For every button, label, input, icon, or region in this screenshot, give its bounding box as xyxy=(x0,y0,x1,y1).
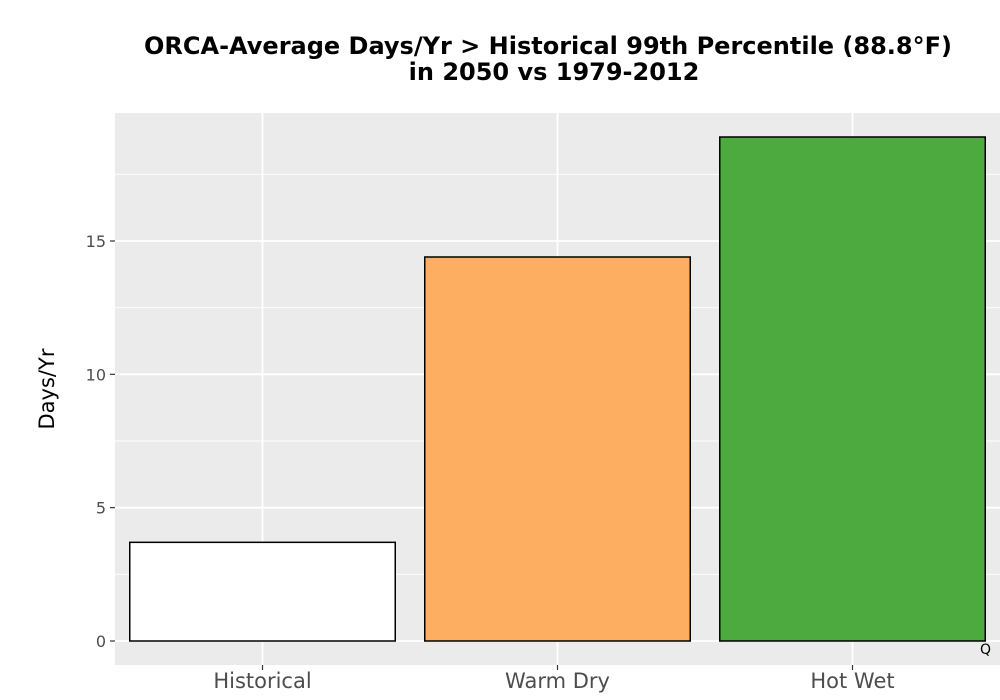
y-tick-label: 0 xyxy=(96,632,106,651)
bar-hot-wet xyxy=(719,136,986,642)
y-tick-label: 5 xyxy=(96,499,106,518)
chart-title-line-2: in 2050 vs 1979-2012 xyxy=(409,58,700,86)
y-axis-title: Days/Yr xyxy=(35,348,59,429)
chart-title: ORCA-Average Days/Yr > Historical 99th P… xyxy=(144,32,952,86)
x-axis: Historical Warm Dry Hot Wet xyxy=(213,665,895,693)
chart-title-line-1: ORCA-Average Days/Yr > Historical 99th P… xyxy=(144,32,952,60)
x-tick-label: Historical xyxy=(213,669,311,693)
y-tick-label: 10 xyxy=(86,365,106,384)
bar-warm-dry xyxy=(424,256,691,642)
x-tick-label: Hot Wet xyxy=(810,669,894,693)
x-tick-label: Warm Dry xyxy=(505,669,610,693)
y-tick-label: 15 xyxy=(86,232,106,251)
y-axis: 0 5 10 15 xyxy=(86,232,115,651)
corner-mark: Q xyxy=(980,642,991,658)
bars xyxy=(129,136,986,642)
bar-historical xyxy=(129,541,396,642)
